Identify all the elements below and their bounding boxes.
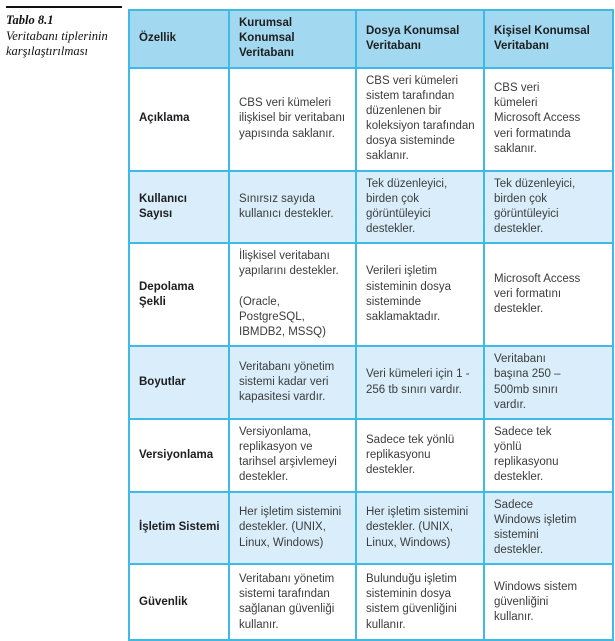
table-row-kullanici-sayisi: Kullanıcı Sayısı Sınırsız sayıda kullanı… [128,169,614,245]
table-cell: Microsoft Access veri formatını destekle… [483,242,614,348]
table-row-versiyonlama: Versiyonlama Versiyonlama, replikasyon v… [128,417,614,493]
row-header: İşletim Sistemi [128,490,230,566]
row-header: Versiyonlama [128,417,230,493]
header-row: Özellik Kurumsal Konumsal Veritabanı Dos… [128,9,614,69]
table-cell: Veri kümeleri için 1 - 256 tb sınırı var… [355,345,485,420]
table-cell: Veritabanı başına 250 – 500mb sınırı var… [483,345,614,420]
table-row-depolama-sekli: Depolama Şekli İlişkisel veritabanı yapı… [128,242,614,348]
table-cell: Her işletim sistemini destekler. (UNIX, … [355,490,485,566]
row-header: Güvenlik [128,563,230,641]
table-cell: CBS veri kümeleri sistem tarafından düze… [355,66,485,172]
table-cell: Her işletim sistemini destekler. (UNIX, … [228,490,357,566]
table-row-guvenlik: Güvenlik Veritabanı yönetim sistemi tara… [128,563,614,641]
table-cell: Sadece tek yönlü replikasyonu destekler. [483,417,614,493]
table-cell: CBS veri kümeleri Microsoft Access veri … [483,66,614,172]
row-header: Açıklama [128,66,230,172]
table-cell: Windows sistem güvenliğini kullanır. [483,563,614,641]
row-header: Boyutlar [128,345,230,420]
table-row-aciklama: Açıklama CBS veri kümeleri ilişkisel bir… [128,66,614,172]
table-cell: Sadece tek yönlü replikasyonu destekler. [355,417,485,493]
table-cell: CBS veri kümeleri ilişkisel bir veritaba… [228,66,357,172]
caption-subtitle: Veritabanı tiplerinin karşılaştırılması [6,28,108,59]
table-row-isletim-sistemi: İşletim Sistemi Her işletim sistemini de… [128,490,614,566]
column-header-personal-db: Kişisel Konumsal Veritabanı [483,9,614,69]
row-header: Kullanıcı Sayısı [128,169,230,245]
table-caption: Tablo 8.1 Veritabanı tiplerinin karşılaş… [6,6,122,60]
table-cell: İlişkisel veritabanı yapılarını destekle… [228,242,357,348]
table-cell: Sadece Windows işletim sistemini destekl… [483,490,614,566]
caption-label: Tablo 8.1 [6,13,54,27]
table-cell: Tek düzenleyici, birden çok görüntüleyic… [355,169,485,245]
row-header: Depolama Şekli [128,242,230,348]
column-header-enterprise-db: Kurumsal Konumsal Veritabanı [228,9,357,69]
table-cell: Sınırsız sayıda kullanıcı destekler. [228,169,357,245]
table-cell: Bulunduğu işletim sisteminin dosya siste… [355,563,485,641]
table-cell: Veritabanı yönetim sistemi tarafından sa… [228,563,357,641]
table-cell: Tek düzenleyici, birden çok görüntüleyic… [483,169,614,245]
table-cell: Verileri işletim sisteminin dosya sistem… [355,242,485,348]
table-cell: Versiyonlama, replikasyon ve tarihsel ar… [228,417,357,493]
column-header-file-db: Dosya Konumsal Veritabanı [355,9,485,69]
column-header-feature: Özellik [128,9,230,69]
table-row-boyutlar: Boyutlar Veritabanı yönetim sistemi kada… [128,345,614,420]
caption-rule [6,6,122,8]
comparison-table: Özellik Kurumsal Konumsal Veritabanı Dos… [128,9,614,641]
table-cell: Veritabanı yönetim sistemi kadar veri ka… [228,345,357,420]
